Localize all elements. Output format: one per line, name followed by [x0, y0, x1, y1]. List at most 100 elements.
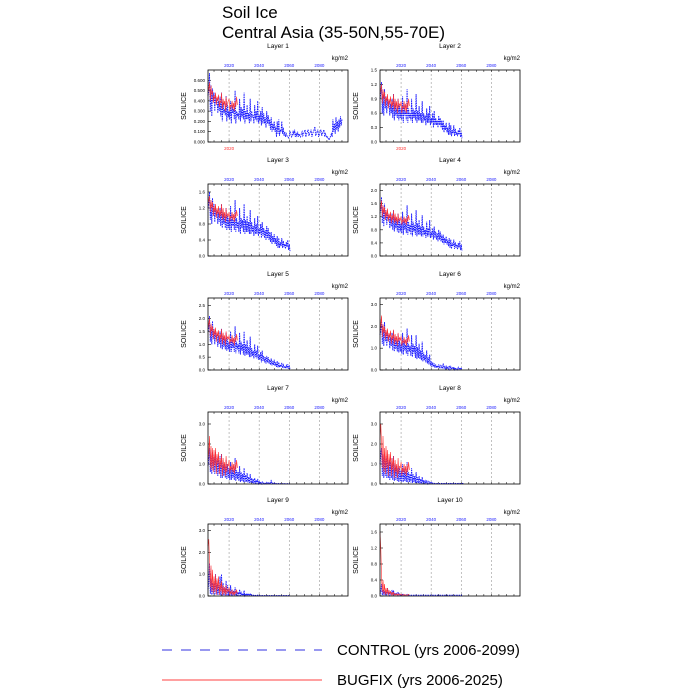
units-label: kg/m2 [332, 284, 349, 290]
units-label: kg/m2 [332, 510, 349, 516]
x-tick-top: 2040 [254, 177, 265, 182]
figure-title-line1: Soil Ice [222, 3, 278, 22]
series-control-line [379, 197, 463, 252]
series-control-line [207, 73, 343, 141]
series-bugfix-line [207, 318, 238, 346]
y-tick-label: 0.0 [371, 368, 378, 373]
y-axis-label: SOILICE [181, 320, 188, 348]
y-tick-label: 1.2 [371, 214, 378, 219]
x-tick-top: 2020 [396, 517, 407, 522]
y-tick-label: 1.0 [199, 572, 206, 577]
panel-layer-10: Layer 10 kg/m2 2020 2040 2060 2080 0.0 0.4 0.8 1.… [353, 497, 521, 599]
y-tick-label: 0.8 [371, 227, 378, 232]
panel-title: Layer 9 [267, 497, 289, 504]
x-tick-top: 2040 [426, 405, 437, 410]
y-tick-label: 0.0 [371, 482, 378, 487]
x-tick-top: 2020 [396, 63, 407, 68]
units-label: kg/m2 [504, 510, 521, 516]
y-tick-label: 2.0 [199, 442, 206, 447]
series-control-line [379, 81, 463, 139]
x-tick-top: 2020 [224, 291, 235, 296]
panel-layer-3: Layer 3 kg/m2 2020 2040 2060 2080 0.0 0.4 0.8 1.2… [181, 157, 349, 259]
y-tick-label: 0.0 [199, 254, 206, 259]
series-bugfix-line [379, 423, 410, 479]
x-tick-top: 2020 [224, 405, 235, 410]
y-tick-label: 1.0 [199, 462, 206, 467]
x-tick-top: 2040 [426, 517, 437, 522]
series-control-line [207, 447, 290, 486]
plot-frame [379, 411, 521, 485]
x-tick-top: 2080 [486, 63, 497, 68]
x-tick-top: 2040 [254, 291, 265, 296]
y-tick-label: 0.0 [371, 254, 378, 259]
y-tick-label: 0.9 [371, 96, 378, 101]
y-tick-label: 0.4 [199, 238, 206, 243]
plot-frame [379, 297, 521, 371]
x-tick-top: 2040 [426, 177, 437, 182]
x-tick-top: 2080 [314, 291, 325, 296]
y-axis-label: SOILICE [353, 546, 360, 574]
panel-title: Layer 2 [439, 43, 461, 50]
x-tick-top: 2080 [314, 517, 325, 522]
y-tick-label: 1.2 [199, 206, 206, 211]
x-tick-top: 2060 [284, 291, 295, 296]
x-tick-top: 2080 [486, 177, 497, 182]
y-tick-label: 2.0 [199, 550, 206, 555]
legend-control-label: CONTROL (yrs 2006-2099) [337, 642, 520, 659]
series-control-line [207, 315, 291, 371]
y-tick-label: 2.0 [371, 324, 378, 329]
x-tick-top: 2080 [486, 405, 497, 410]
units-label: kg/m2 [504, 170, 521, 176]
plot-frame [379, 183, 521, 257]
y-tick-label: 1.0 [371, 346, 378, 351]
x-tick-top: 2020 [396, 405, 407, 410]
y-tick-label: 0.4 [371, 578, 378, 583]
plot-frame [379, 69, 521, 143]
y-tick-label: 0.300 [194, 109, 206, 114]
series-bugfix-line [207, 435, 238, 477]
y-tick-label: 0.3 [371, 125, 378, 130]
x-tick-top: 2060 [284, 405, 295, 410]
units-label: kg/m2 [504, 56, 521, 62]
plot-frame [207, 411, 349, 485]
panel-layer-1: Layer 1 kg/m2 2020 2040 2060 2080 2020 0.000 0.1… [181, 43, 349, 151]
panel-grid: Layer 1 kg/m2 2020 2040 2060 2080 2020 0.000 0.1… [181, 43, 521, 599]
x-tick-top: 2040 [254, 517, 265, 522]
panel-title: Layer 1 [267, 43, 289, 50]
panel-layer-7: Layer 7 kg/m2 2020 2040 2060 2080 0.0 1.0 2.0 3.0… [181, 385, 349, 487]
y-tick-label: 2.0 [371, 442, 378, 447]
plot-frame [379, 523, 521, 597]
y-tick-label: 0.000 [194, 140, 206, 145]
x-tick-top: 2020 [224, 63, 235, 68]
y-tick-label: 0.4 [371, 240, 378, 245]
series-bugfix-line [207, 195, 238, 223]
series-control-line [207, 191, 291, 252]
y-axis-label: SOILICE [181, 206, 188, 234]
series-bugfix-line [207, 539, 238, 596]
series-control-line [379, 317, 463, 372]
series-bugfix-line [379, 200, 410, 225]
panel-layer-8: Layer 8 kg/m2 2020 2040 2060 2080 0.0 1.0 2.0 3.0… [353, 385, 521, 487]
panel-title: Layer 4 [439, 157, 461, 164]
y-tick-label: 0.400 [194, 98, 206, 103]
y-tick-label: 0.8 [199, 222, 206, 227]
y-axis-label: SOILICE [181, 92, 188, 120]
y-tick-label: 3.0 [371, 422, 378, 427]
x-tick-top: 2040 [254, 405, 265, 410]
y-axis-label: SOILICE [353, 206, 360, 234]
x-tick-top: 2080 [314, 405, 325, 410]
series-bugfix-line [379, 84, 410, 114]
series-bugfix-line [379, 315, 410, 347]
x-tick-top: 2060 [456, 63, 467, 68]
y-tick-label: 1.0 [371, 462, 378, 467]
x-tick-top: 2040 [426, 63, 437, 68]
x-tick-top: 2040 [254, 63, 265, 68]
panel-title: Layer 3 [267, 157, 289, 164]
y-tick-label: 1.5 [199, 329, 206, 334]
y-axis-label: SOILICE [181, 546, 188, 574]
x-tick-top: 2060 [284, 63, 295, 68]
panel-layer-6: Layer 6 kg/m2 2020 2040 2060 2080 0.0 1.0 2.0 3.0… [353, 271, 521, 373]
y-tick-label: 0.0 [371, 594, 378, 599]
x-tick-top: 2060 [456, 405, 467, 410]
y-tick-label: 0.100 [194, 129, 206, 134]
